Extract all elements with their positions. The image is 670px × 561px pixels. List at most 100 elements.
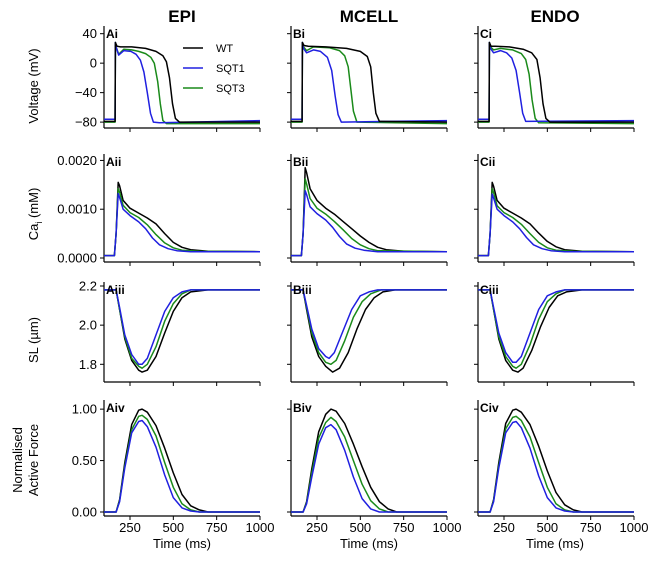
panel-b2: Bii (287, 154, 448, 266)
series-line-sqt3-c2 (478, 187, 635, 257)
ylabel-sarcomere-length: SL (µm) (26, 317, 41, 363)
series-line-sqt1-c2 (478, 193, 634, 257)
ylabel-calcium-subscript: i (34, 222, 44, 224)
y-tick-label: 2.2 (79, 279, 97, 294)
y-tick-label: 1.8 (79, 357, 97, 372)
legend-label-sqt3: SQT3 (216, 83, 245, 95)
panel-a1: 40 0 −40 −80 Ai (75, 26, 261, 132)
panel-label-b4: Biv (293, 401, 312, 415)
panel-label-b1: Bi (293, 27, 305, 41)
x-tick-label: 250 (493, 520, 515, 535)
ylabel-force-line-2: Active Force (26, 424, 41, 496)
y-tick-label: 40 (83, 26, 97, 41)
x-tick-label: 250 (119, 520, 141, 535)
y-tick-label: 0.50 (72, 453, 97, 468)
series-line-sqt3-b1 (291, 41, 448, 125)
series-line-sqt1-a4 (104, 419, 260, 513)
ylabel-force-line-1: Normalised (10, 427, 25, 493)
panel-label-c1: Ci (480, 27, 492, 41)
column-title-endo: ENDO (530, 7, 579, 26)
y-tick-label: 0 (90, 56, 97, 71)
xlabel-col-c: Time (ms) (526, 536, 584, 551)
series-line-sqt3-b3 (291, 289, 447, 366)
ylabel-calcium-base: Ca (26, 223, 41, 240)
x-tick-label: 750 (580, 520, 602, 535)
series-line-wt-b1 (291, 41, 448, 123)
series-line-wt-c2 (478, 181, 635, 257)
y-tick-label: 0.0020 (57, 153, 97, 168)
panel-c1: Ci (474, 26, 635, 132)
x-tick-label: 500 (349, 520, 371, 535)
legend-label-sqt1: SQT1 (216, 63, 245, 75)
series-line-sqt3-c3 (478, 289, 634, 369)
panel-label-b3: Biii (293, 283, 312, 297)
series-line-sqt3-b2 (291, 178, 448, 257)
ylabel-calcium-unit: (mM) (26, 188, 41, 222)
x-tick-label: 500 (536, 520, 558, 535)
y-tick-label: 1.00 (72, 402, 97, 417)
series-line-sqt1-c4 (478, 420, 634, 513)
series-line-wt-c3 (478, 289, 634, 373)
ylabel-voltage: Voltage (mV) (26, 48, 41, 123)
series-line-sqt1-a2 (104, 192, 260, 257)
legend: WT SQT1 SQT3 (183, 43, 245, 95)
panel-label-a3: Aiii (106, 283, 125, 297)
series-line-sqt1-c1 (478, 41, 635, 123)
legend-label-wt: WT (216, 43, 233, 55)
series-line-sqt1-b3 (291, 289, 447, 360)
x-tick-label: 1000 (433, 520, 462, 535)
x-tick-label: 1000 (620, 520, 649, 535)
y-tick-label: 0.00 (72, 505, 97, 520)
panel-label-a4: Aiv (106, 401, 125, 415)
series-line-wt-b3 (291, 289, 447, 373)
panel-b1: Bi (287, 26, 448, 132)
panel-label-a1: Ai (106, 27, 118, 41)
y-tick-label: −40 (75, 85, 97, 100)
column-title-mcell: MCELL (340, 7, 399, 26)
series-line-sqt1-b4 (291, 423, 447, 513)
xlabel-col-b: Time (ms) (340, 536, 398, 551)
panel-c3: Ciii (474, 282, 635, 386)
series-line-wt-a2 (104, 181, 261, 257)
series-line-sqt1-b1 (291, 41, 448, 123)
series-line-sqt1-a3 (104, 289, 260, 366)
series-line-wt-a4 (104, 408, 260, 513)
y-tick-label: 0.0010 (57, 202, 97, 217)
column-title-epi: EPI (168, 7, 195, 26)
series-line-sqt3-c1 (478, 41, 635, 125)
panel-c2: Cii (474, 154, 635, 266)
panel-grid: 40 0 −40 −80 Ai Bi Ci 0.0020 0.0010 0.0000 Aii Bii C… (57, 26, 648, 535)
panel-label-c2: Cii (480, 155, 495, 169)
series-line-sqt3-a4 (104, 414, 260, 513)
y-tick-label: 0.0000 (57, 251, 97, 266)
y-tick-label: −80 (75, 115, 97, 130)
series-line-sqt1-b2 (291, 189, 447, 257)
series-line-wt-c4 (478, 408, 634, 513)
panel-a3: 2.2 2.0 1.8 Aiii (79, 279, 261, 386)
x-tick-label: 750 (206, 520, 228, 535)
panel-label-c4: Civ (480, 401, 499, 415)
xlabel-col-a: Time (ms) (153, 536, 211, 551)
x-tick-label: 750 (393, 520, 415, 535)
series-line-sqt3-c4 (478, 415, 634, 513)
panel-label-c3: Ciii (480, 283, 499, 297)
ylabel-calcium: Cai (mM) (26, 188, 44, 241)
panel-b3: Biii (287, 282, 448, 386)
x-tick-label: 250 (306, 520, 328, 535)
x-tick-label: 1000 (246, 520, 275, 535)
panel-c4: 250 500 750 1000 Civ (474, 400, 648, 535)
series-line-sqt3-a3 (104, 289, 260, 369)
panel-b4: 250 500 750 1000 Biv (287, 400, 461, 535)
series-line-wt-a1 (104, 41, 260, 123)
x-tick-label: 500 (162, 520, 184, 535)
panel-a4: 1.00 0.50 0.00 250 500 750 1000 Aiv (72, 400, 275, 535)
series-line-sqt1-c3 (478, 289, 634, 364)
panel-label-b2: Bii (293, 155, 308, 169)
y-tick-label: 2.0 (79, 318, 97, 333)
series-line-sqt3-a2 (104, 187, 261, 257)
series-line-wt-a3 (104, 289, 260, 373)
panel-label-a2: Aii (106, 155, 121, 169)
series-line-wt-c1 (478, 41, 634, 123)
